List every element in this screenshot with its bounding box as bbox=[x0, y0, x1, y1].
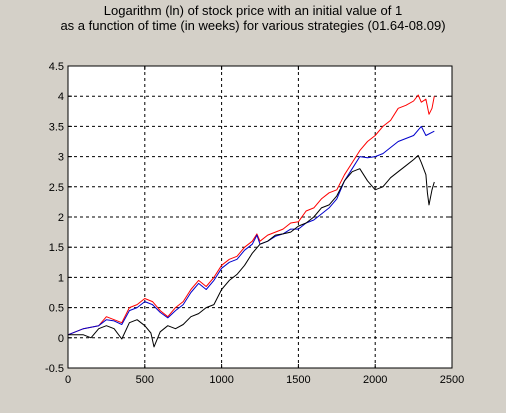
grid bbox=[68, 66, 452, 368]
y-tick-label: 0 bbox=[58, 333, 64, 345]
y-tick-label: 2 bbox=[58, 212, 64, 224]
x-tick-label: 1000 bbox=[209, 374, 233, 386]
y-tick-label: 3.5 bbox=[49, 121, 64, 133]
series-line-2 bbox=[67, 125, 435, 336]
x-tick-label: 1500 bbox=[286, 374, 310, 386]
x-tick-label: 500 bbox=[136, 374, 154, 386]
y-tick-label: 4.5 bbox=[49, 61, 64, 73]
x-tick-label: 2500 bbox=[440, 374, 464, 386]
y-tick-label: -0.5 bbox=[45, 363, 64, 375]
y-tick-label: 3 bbox=[58, 152, 64, 164]
series-line-3 bbox=[68, 154, 435, 348]
y-tick-label: 4 bbox=[58, 91, 64, 103]
series-line-1 bbox=[67, 94, 435, 336]
y-tick-label: 1.5 bbox=[49, 242, 64, 254]
x-tick-label: 0 bbox=[65, 374, 71, 386]
series-group bbox=[67, 94, 435, 348]
y-tick-label: 2.5 bbox=[49, 182, 64, 194]
x-tick-label: 2000 bbox=[363, 374, 387, 386]
chart-title-line-1: Logarithm (ln) of stock price with an in… bbox=[103, 3, 403, 18]
y-tick-label: 1 bbox=[58, 272, 64, 284]
axis-ticks: 0 500 1000 1500 2000 2500-0.500.511.522.533.5… bbox=[45, 61, 464, 386]
y-tick-label: 0.5 bbox=[49, 303, 64, 315]
chart-title-line-2: as a function of time (in weeks) for var… bbox=[60, 18, 446, 33]
